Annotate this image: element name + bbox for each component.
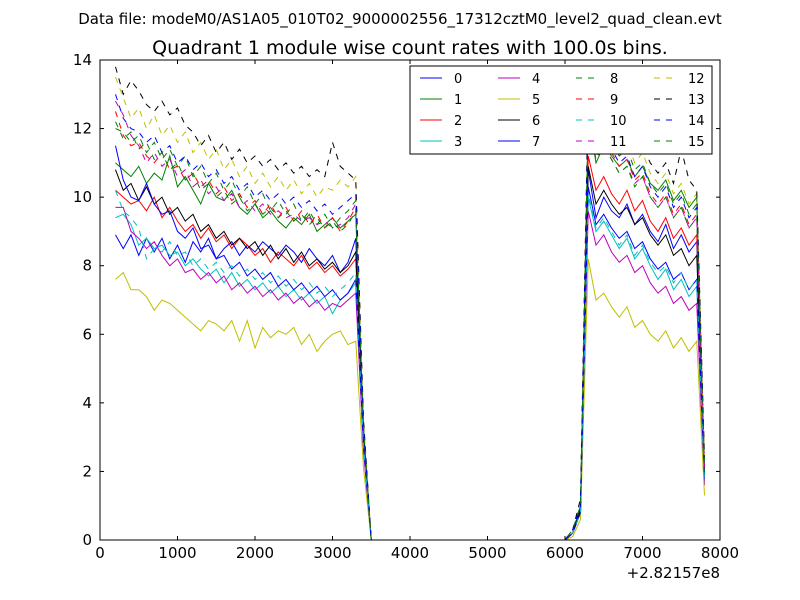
series-line-6 (115, 166, 705, 540)
legend-label-4: 4 (532, 72, 540, 87)
legend-label-0: 0 (454, 72, 462, 87)
series-line-7 (115, 145, 705, 540)
legend-label-14: 14 (688, 114, 705, 129)
series-line-2 (115, 155, 705, 540)
legend-label-8: 8 (610, 72, 618, 87)
x-tick-label: 7000 (623, 544, 661, 562)
y-tick-label: 8 (82, 257, 92, 275)
legend-label-15: 15 (688, 135, 705, 150)
x-offset-label: +2.82157e8 (627, 564, 720, 582)
x-tick-label: 4000 (391, 544, 429, 562)
series-line-5 (115, 258, 705, 540)
series-line-4 (115, 206, 705, 540)
series-line-3 (115, 197, 705, 540)
y-tick-label: 12 (73, 120, 92, 138)
legend-label-9: 9 (610, 93, 618, 108)
y-tick-label: 4 (82, 394, 92, 412)
legend-label-12: 12 (688, 72, 705, 87)
legend-label-6: 6 (532, 114, 540, 129)
legend-label-3: 3 (454, 135, 462, 150)
series-line-10 (115, 190, 705, 540)
chart-title: Quadrant 1 module wise count rates with … (152, 37, 668, 59)
x-tick-label: 6000 (546, 544, 584, 562)
legend-label-13: 13 (688, 93, 705, 108)
y-tick-label: 0 (82, 531, 92, 549)
legend-label-7: 7 (532, 135, 540, 150)
legend-label-11: 11 (610, 135, 627, 150)
legend-label-5: 5 (532, 93, 540, 108)
x-tick-label: 8000 (701, 544, 739, 562)
legend-label-1: 1 (454, 93, 462, 108)
y-tick-label: 14 (73, 51, 92, 69)
legend-label-10: 10 (610, 114, 627, 129)
y-tick-label: 2 (82, 462, 92, 480)
x-tick-label: 3000 (313, 544, 351, 562)
x-tick-label: 2000 (236, 544, 274, 562)
y-tick-label: 6 (82, 325, 92, 343)
x-tick-label: 0 (95, 544, 105, 562)
x-axis: 0 1000 2000 3000 4000 5000 6000 7000 8000 (95, 60, 739, 562)
series-line-13 (115, 66, 705, 540)
suptitle: Data file: modeM0/AS1A05_010T02_90000025… (78, 10, 722, 29)
x-tick-label: 1000 (158, 544, 196, 562)
x-tick-label: 5000 (468, 544, 506, 562)
legend-frame (409, 65, 713, 155)
legend-label-2: 2 (454, 114, 462, 129)
series-line-0 (115, 169, 705, 540)
y-tick-label: 10 (73, 188, 92, 206)
